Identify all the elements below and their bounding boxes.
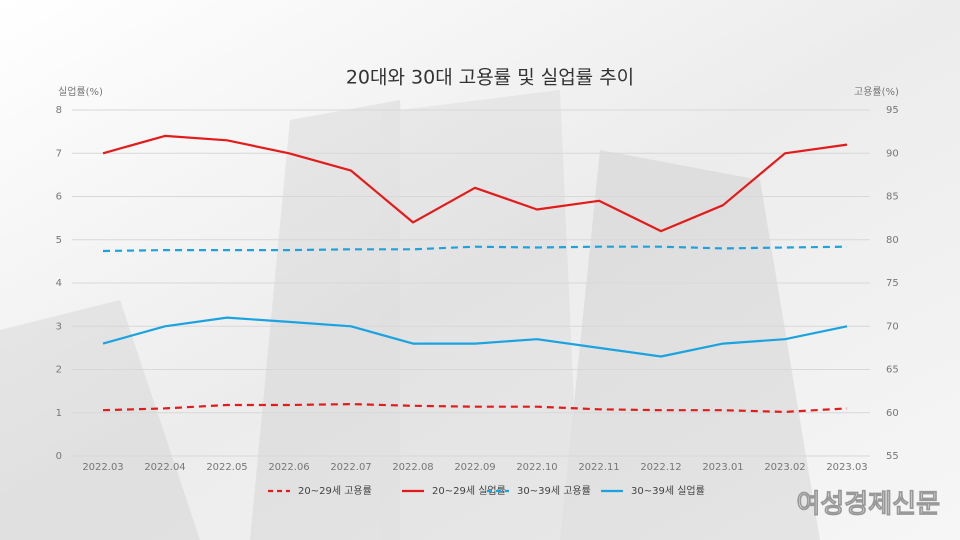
x-tick-label: 2023.01: [702, 462, 743, 473]
x-tick-label: 2022.05: [206, 462, 247, 473]
y-axis-label: 실업률(%): [58, 85, 103, 98]
y2-tick-label: 75: [886, 278, 899, 289]
series-line: [102, 403, 848, 413]
series-line: [102, 316, 848, 358]
x-tick-label: 2022.07: [330, 462, 371, 473]
x-tick-label: 2022.09: [454, 462, 495, 473]
x-tick-label: 2023.03: [826, 462, 867, 473]
x-tick-label: 2022.06: [268, 462, 309, 473]
y-tick-label: 0: [56, 451, 62, 462]
y-tick-label: 4: [56, 278, 62, 289]
x-tick-label: 2022.08: [392, 462, 433, 473]
x-tick-label: 2022.03: [82, 462, 123, 473]
y2-tick-label: 60: [886, 408, 899, 419]
x-tick-label: 2023.02: [764, 462, 805, 473]
building-backdrop: [0, 90, 820, 540]
legend-label: 20~29세 실업률: [432, 484, 506, 497]
series-line: [102, 134, 848, 233]
x-tick-label: 2022.12: [640, 462, 681, 473]
x-tick-label: 2022.10: [516, 462, 557, 473]
y-tick-label: 8: [56, 105, 62, 116]
y2-tick-label: 95: [886, 105, 899, 116]
watermark: 여성경제신문: [796, 490, 940, 520]
y-tick-label: 5: [56, 235, 62, 246]
y-tick-label: 3: [56, 321, 62, 332]
y2-tick-label: 55: [886, 451, 899, 462]
y-tick-label: 6: [56, 192, 62, 203]
y-tick-label: 1: [56, 408, 62, 419]
y-tick-label: 2: [56, 365, 62, 376]
x-tick-label: 2022.11: [578, 462, 619, 473]
legend-label: 30~39세 실업률: [631, 484, 705, 497]
y2-axis-label: 고용률(%): [854, 86, 899, 98]
y2-tick-label: 90: [886, 148, 899, 159]
y-tick-label: 7: [56, 148, 62, 159]
series-line: [102, 245, 848, 253]
chart-title: 20대와 30대 고용률 및 실업률 추이: [346, 67, 634, 89]
legend-label: 20~29세 고용률: [298, 485, 372, 497]
x-tick-label: 2022.04: [144, 462, 185, 473]
legend-label: 30~39세 고용률: [517, 485, 591, 497]
y2-tick-label: 80: [886, 235, 899, 246]
y2-tick-label: 85: [886, 192, 899, 203]
y2-tick-label: 70: [886, 321, 899, 332]
y2-tick-label: 65: [886, 365, 899, 376]
